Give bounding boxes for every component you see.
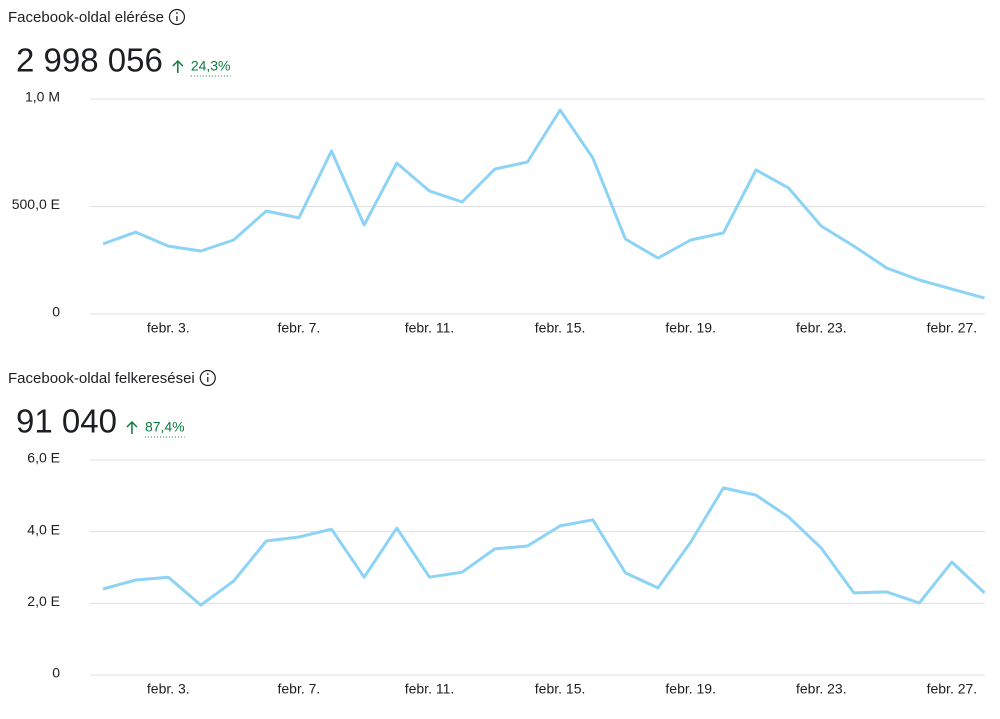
y-tick-label: 4,0 E xyxy=(27,521,60,537)
x-tick-label: febr. 27. xyxy=(927,320,978,336)
y-tick-label: 0 xyxy=(52,665,60,681)
y-tick-label: 6,0 E xyxy=(27,450,60,466)
x-tick-label: febr. 27. xyxy=(927,681,978,697)
chart-title: Facebook-oldal felkeresései xyxy=(8,370,195,387)
x-tick-label: febr. 11. xyxy=(405,681,455,697)
change-value: 87,4% xyxy=(145,419,185,435)
x-tick-label: febr. 23. xyxy=(796,681,847,697)
data-line xyxy=(102,108,985,300)
x-tick-label: febr. 3. xyxy=(147,681,190,697)
info-icon[interactable] xyxy=(168,8,186,26)
change-value: 24,3% xyxy=(191,58,231,74)
x-tick-label: febr. 19. xyxy=(665,320,716,336)
y-tick-label: 1,0 M xyxy=(25,89,60,105)
total-value: 91 040 xyxy=(16,403,117,440)
up-arrow xyxy=(126,420,138,434)
y-tick-label: 0 xyxy=(52,304,60,320)
data-line xyxy=(102,486,986,607)
total-value: 2 998 056 xyxy=(16,42,163,79)
x-tick-label: febr. 23. xyxy=(796,320,847,336)
info-icon-dot xyxy=(206,373,209,375)
x-tick-label: febr. 15. xyxy=(535,681,586,697)
x-tick-label: febr. 7. xyxy=(277,320,320,336)
up-arrow xyxy=(172,59,184,73)
y-tick-label: 2,0 E xyxy=(27,593,60,609)
x-tick-label: febr. 7. xyxy=(277,681,320,697)
info-icon[interactable] xyxy=(199,369,216,387)
x-tick-label: febr. 15. xyxy=(535,320,586,336)
x-tick-label: febr. 19. xyxy=(665,681,716,697)
chart-title: Facebook-oldal elérése xyxy=(8,9,164,26)
x-tick-label: febr. 3. xyxy=(147,320,190,336)
y-tick-label: 500,0 E xyxy=(12,196,60,212)
x-tick-label: febr. 11. xyxy=(405,320,455,336)
info-icon-dot xyxy=(176,12,178,14)
